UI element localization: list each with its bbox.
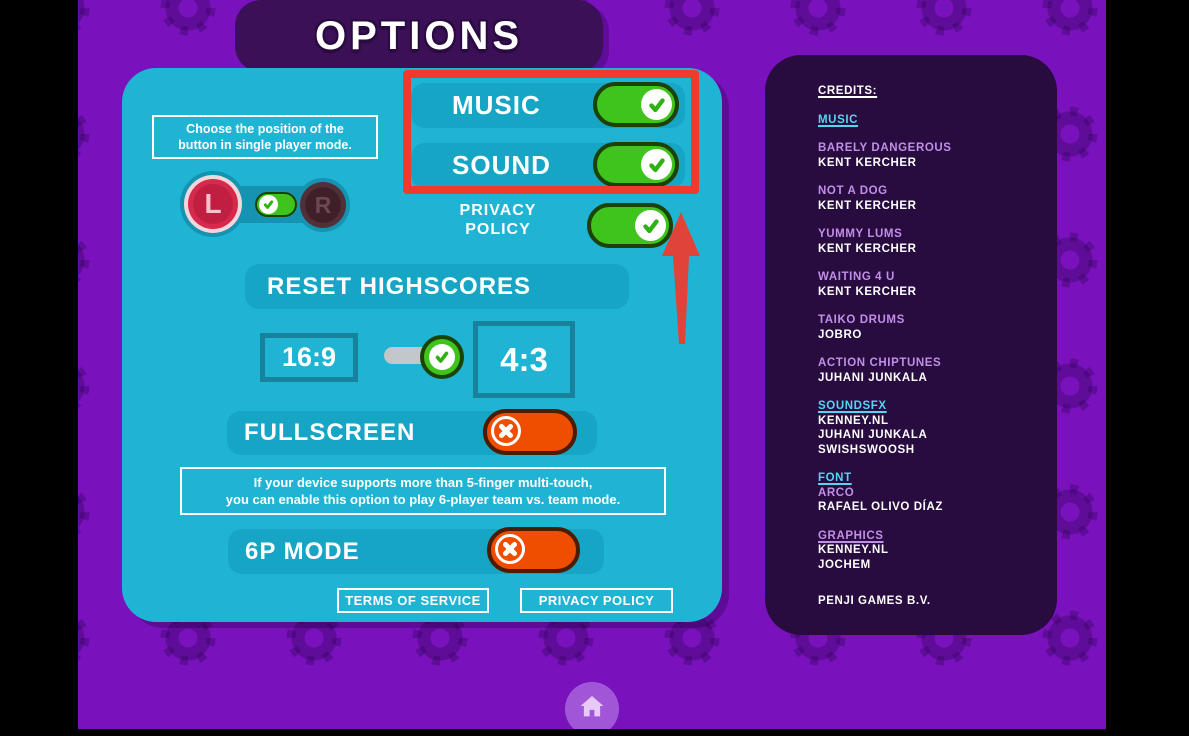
letterbox-right	[1106, 0, 1189, 736]
credits-content: CREDITS: MUSIC BARELY DANGEROUS KENT KER…	[818, 84, 1033, 609]
check-icon	[635, 210, 666, 241]
title-bar: OPTIONS	[235, 0, 603, 72]
terms-of-service-button[interactable]: TERMS OF SERVICE	[337, 588, 489, 613]
gear-icon	[160, 0, 216, 41]
gear-icon	[664, 0, 720, 41]
left-position-label: L	[193, 184, 233, 224]
credit-track: WAITING 4 U KENT KERCHER	[818, 271, 917, 298]
credits-footer: PENJI GAMES B.V.	[818, 595, 931, 607]
credits-heading: CREDITS:	[818, 85, 878, 97]
gear-icon	[664, 610, 720, 671]
sound-toggle[interactable]	[593, 142, 679, 187]
home-button[interactable]	[565, 682, 619, 736]
credit-track: NOT A DOG KENT KERCHER	[818, 185, 917, 212]
letterbox-left	[0, 0, 78, 736]
page-title: OPTIONS	[314, 13, 524, 58]
credit-track: ACTION CHIPTUNES JUHANI JUNKALA	[818, 357, 942, 384]
credits-music-heading[interactable]: MUSIC	[818, 113, 859, 126]
sixp-mode-label: 6P MODE	[245, 537, 360, 565]
fullscreen-toggle[interactable]	[483, 409, 577, 455]
home-icon	[577, 692, 607, 727]
multitouch-hint-box: If your device supports more than 5-fing…	[180, 467, 666, 515]
check-icon	[641, 149, 672, 180]
gear-icon	[538, 610, 594, 671]
letterbox-bottom	[0, 729, 1189, 736]
credits-graphics-heading[interactable]: GRAPHICS	[818, 529, 884, 542]
credit-track: TAIKO DRUMS JOBRO	[818, 314, 905, 341]
check-icon	[641, 89, 672, 120]
position-hint-box: Choose the position of the button in sin…	[152, 115, 378, 159]
credit-font: FONT ARCO RAFAEL OLIVO DÍAZ	[818, 471, 1033, 515]
reset-highscores-label: RESET HIGHSCORES	[267, 272, 532, 300]
privacy-policy-label: PRIVACY POLICY	[459, 202, 537, 238]
credit-soundsfx: SOUNDSFX KENNEY.NL JUHANI JUNKALA SWISHS…	[818, 399, 1033, 457]
annotation-rectangle	[403, 70, 699, 194]
x-icon	[491, 416, 521, 446]
music-toggle[interactable]	[593, 82, 679, 127]
credit-track: YUMMY LUMS KENT KERCHER	[818, 228, 917, 255]
gear-icon	[412, 610, 468, 671]
credits-panel: CREDITS: MUSIC BARELY DANGEROUS KENT KER…	[765, 55, 1057, 635]
gear-icon	[1042, 610, 1098, 671]
privacy-policy-button[interactable]: PRIVACY POLICY	[520, 588, 673, 613]
options-panel: MUSIC SOUND PRIVACY POLICY Ch	[122, 68, 722, 622]
aspect-slider-knob[interactable]	[420, 335, 464, 379]
gear-icon	[286, 610, 342, 671]
right-position-button[interactable]: R	[300, 182, 346, 228]
lr-toggle[interactable]	[255, 192, 297, 217]
aspect-4-3-button[interactable]: 4:3	[473, 321, 575, 398]
credits-soundsfx-heading[interactable]: SOUNDSFX	[818, 400, 887, 412]
credit-track: BARELY DANGEROUS KENT KERCHER	[818, 142, 952, 169]
sixp-mode-toggle[interactable]	[487, 527, 580, 573]
reset-highscores-button[interactable]: RESET HIGHSCORES	[245, 264, 629, 309]
x-icon	[495, 534, 525, 564]
annotation-arrow-icon	[660, 210, 704, 351]
sound-label: SOUND	[452, 150, 551, 180]
left-position-button[interactable]: L	[184, 175, 242, 233]
gear-icon	[1042, 0, 1098, 41]
fullscreen-label: FULLSCREEN	[244, 419, 416, 446]
right-position-label: R	[305, 187, 341, 223]
gear-icon	[160, 610, 216, 671]
gear-icon	[916, 0, 972, 41]
privacy-policy-toggle[interactable]	[587, 203, 673, 248]
aspect-16-9-button[interactable]: 16:9	[260, 333, 358, 382]
credits-font-heading[interactable]: FONT	[818, 472, 852, 484]
music-label: MUSIC	[452, 90, 541, 120]
check-icon	[429, 344, 455, 370]
gear-icon	[790, 0, 846, 41]
check-icon	[259, 195, 278, 214]
credit-graphics: GRAPHICS KENNEY.NL JOCHEM	[818, 529, 1033, 573]
